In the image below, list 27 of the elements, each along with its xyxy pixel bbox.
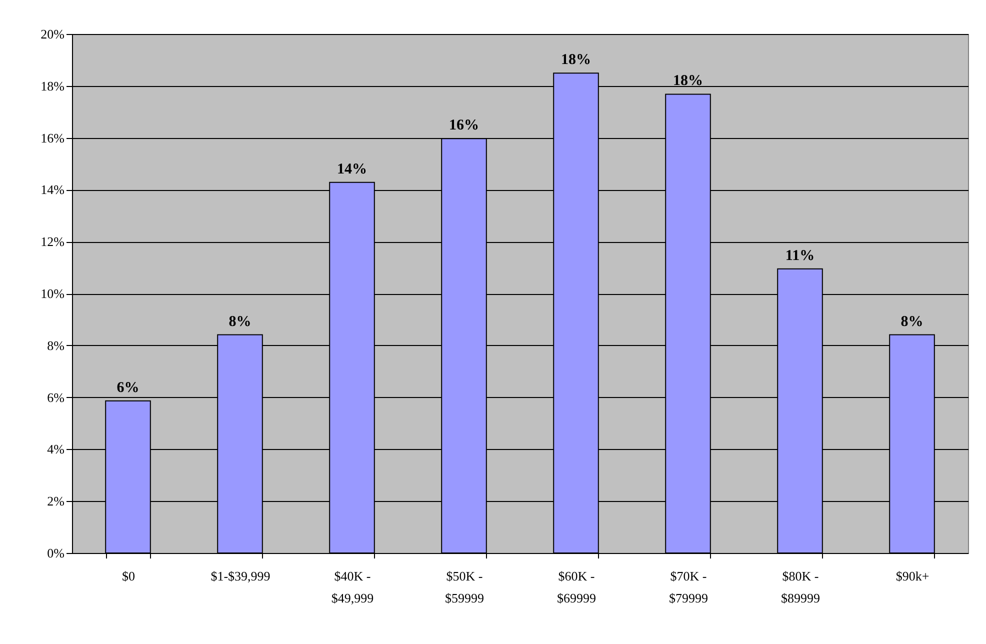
y-tick-label: 0% [47, 546, 65, 560]
data-label: 18% [561, 52, 591, 68]
y-tick-label: 14% [40, 182, 65, 198]
data-label: 14% [337, 161, 367, 178]
y-tick-label: 20% [40, 26, 65, 42]
y-tick-label: 12% [40, 234, 65, 250]
data-label: 11% [785, 248, 815, 264]
y-tick-label: 6% [47, 390, 65, 405]
data-label: 6% [116, 380, 140, 396]
x-tick-label: $90k+ [896, 568, 930, 584]
data-label: 8% [900, 314, 924, 330]
y-tick-label: 8% [47, 338, 65, 353]
x-tick-label: $70K - $79999 [669, 568, 708, 606]
y-tick-label: 16% [40, 130, 65, 146]
data-label: 8% [228, 314, 252, 330]
data-label: 16% [449, 118, 479, 134]
x-tick-label: $60K - $69999 [557, 568, 596, 606]
x-tick-label: $50K - $59999 [445, 568, 484, 606]
y-tick-label: 4% [47, 442, 65, 457]
y-tick-label: 10% [40, 286, 65, 301]
y-tick-label: 18% [40, 78, 65, 94]
x-tick-label: $1-$39,999 [210, 568, 270, 584]
x-tick-label: $0 [122, 568, 135, 584]
x-tick-label: $80K - $89999 [781, 568, 820, 606]
x-tick-label: $40K - $49,999 [331, 568, 374, 606]
data-label: 18% [673, 73, 703, 90]
y-tick-label: 2% [47, 494, 65, 509]
